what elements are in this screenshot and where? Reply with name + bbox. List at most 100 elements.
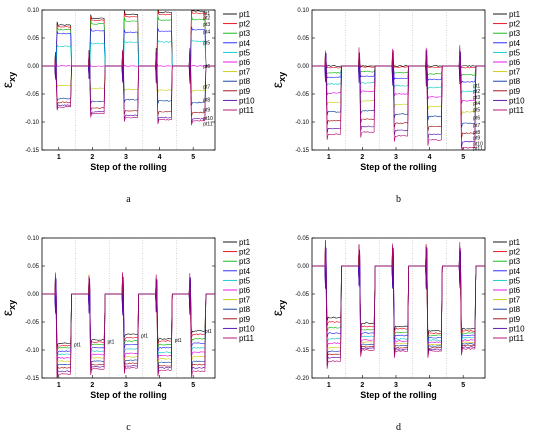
series-group	[42, 10, 215, 126]
series-line-pt10	[42, 276, 215, 378]
legend-label-pt4: pt4	[509, 267, 521, 276]
y-tick-label: -0.15	[25, 376, 39, 382]
legend-label-pt2: pt2	[509, 248, 521, 257]
legend-label-pt5: pt5	[509, 48, 521, 57]
series-annotation: pt10	[473, 141, 483, 147]
y-tick-label: -0.05	[295, 292, 309, 298]
x-axis-label: Step of the rolling	[90, 162, 167, 172]
plot-frame	[311, 237, 486, 379]
legend-label-pt7: pt7	[509, 296, 521, 305]
y-tick-label: 0.00	[297, 64, 309, 70]
series-annotation: pt2	[473, 89, 480, 95]
legend-label-pt8: pt8	[239, 305, 251, 314]
x-tick-label: 2	[90, 154, 94, 161]
series-annotation: pt1	[141, 333, 148, 339]
series-annotation: pt3	[203, 22, 210, 28]
y-tick-label: -0.10	[295, 120, 309, 126]
y-tick-label: 0.05	[297, 36, 309, 42]
series-annotation: pt8	[203, 98, 210, 104]
x-tick-label: 4	[428, 382, 432, 389]
x-tick-label: 3	[394, 154, 398, 161]
legend-label-pt10: pt10	[509, 324, 525, 333]
legend-label-pt3: pt3	[509, 29, 521, 38]
legend-label-pt1: pt1	[239, 238, 251, 247]
series-line-pt2	[42, 10, 215, 84]
x-tick-label: 4	[158, 382, 162, 389]
plot-frame	[41, 9, 216, 151]
legend-label-pt6: pt6	[239, 58, 251, 67]
y-tick-label: 0.10	[27, 236, 39, 242]
legend-label-pt5: pt5	[509, 276, 521, 285]
legend-label-pt6: pt6	[509, 286, 521, 295]
y-tick-label: 0.00	[27, 292, 39, 298]
y-tick-label: 0.00	[27, 64, 39, 70]
x-tick-label: 3	[124, 154, 128, 161]
legend-label-pt9: pt9	[509, 315, 521, 324]
series-annotation: pt5	[473, 108, 480, 114]
series-annotation: pt7	[203, 85, 210, 91]
series-annotation: pt11	[203, 122, 213, 128]
legend-label-pt10: pt10	[509, 96, 525, 105]
y-tick-label: -0.05	[25, 92, 39, 98]
x-axis-label: Step of the rolling	[360, 162, 437, 172]
legend-label-pt11: pt11	[509, 334, 525, 343]
legend-label-pt11: pt11	[239, 106, 255, 115]
y-tick-label: 0.00	[297, 264, 309, 270]
series-annotation: pt1	[108, 340, 115, 346]
legend-label-pt8: pt8	[239, 77, 251, 86]
legend-label-pt3: pt3	[239, 257, 251, 266]
legend-label-pt4: pt4	[239, 267, 251, 276]
legend-label-pt4: pt4	[239, 39, 251, 48]
series-annotation: pt11	[473, 146, 483, 152]
series-line-pt11	[312, 45, 485, 150]
legend-label-pt10: pt10	[239, 324, 255, 333]
series-annotation: pt6	[473, 116, 480, 122]
legend-label-pt6: pt6	[509, 58, 521, 67]
legend-label-pt6: pt6	[239, 286, 251, 295]
x-axis-label: Step of the rolling	[90, 390, 167, 400]
legend-label-pt3: pt3	[239, 29, 251, 38]
legend-label-pt9: pt9	[239, 87, 251, 96]
series-group	[312, 239, 485, 369]
series-line-pt9	[42, 48, 215, 117]
series-annotation: pt1	[205, 329, 212, 335]
x-tick-label: 5	[461, 154, 465, 161]
legend-label-pt1: pt1	[239, 10, 251, 19]
panel-caption: a	[126, 194, 131, 205]
legend-label-pt8: pt8	[509, 305, 521, 314]
series-annotation: pt2	[203, 15, 210, 21]
y-axis-label: εxy	[269, 72, 287, 88]
series-annotation: pt9	[203, 108, 210, 114]
x-tick-label: 5	[461, 382, 465, 389]
y-axis-label: εxy	[269, 300, 287, 316]
y-tick-label: -0.05	[295, 92, 309, 98]
series-annotation: pt10	[203, 116, 213, 122]
y-tick-label: 0.05	[27, 36, 39, 42]
chart-panel-c: 0.10 0.05 0.00 -0.05 -0.10 -0.15 1 2 3 4 5 εxy Step …	[0, 236, 255, 433]
series-line-pt11	[42, 47, 215, 126]
x-tick-label: 4	[428, 154, 432, 161]
series-line-pt10	[42, 52, 215, 123]
x-tick-label: 1	[57, 382, 61, 389]
legend-label-pt1: pt1	[509, 10, 521, 19]
x-tick-label: 2	[90, 382, 94, 389]
series-annotation: pt9	[473, 136, 480, 142]
x-tick-label: 3	[394, 382, 398, 389]
y-tick-label: -0.20	[295, 376, 309, 382]
y-tick-label: -0.15	[295, 348, 309, 354]
series-annotation: pt1	[203, 11, 210, 17]
series-annotation: pt5	[203, 40, 210, 46]
series-annotation: pt1	[175, 338, 182, 344]
legend-label-pt9: pt9	[509, 87, 521, 96]
series-annotation: pt7	[473, 123, 480, 129]
legend-label-pt10: pt10	[239, 96, 255, 105]
series-group	[42, 272, 215, 378]
series-annotation: pt4	[203, 29, 210, 35]
legend-label-pt11: pt11	[239, 334, 255, 343]
legend-label-pt2: pt2	[509, 20, 521, 29]
series-line-pt10	[312, 247, 485, 366]
legend-label-pt8: pt8	[509, 77, 521, 86]
x-tick-label: 4	[158, 154, 162, 161]
y-tick-label: 0.05	[27, 264, 39, 270]
